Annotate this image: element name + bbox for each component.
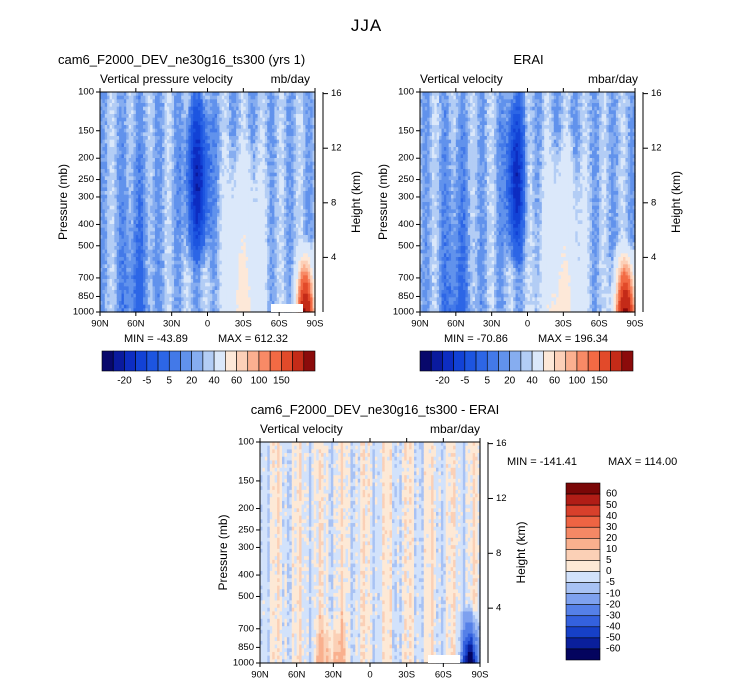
- panel-1-plot: [100, 92, 316, 313]
